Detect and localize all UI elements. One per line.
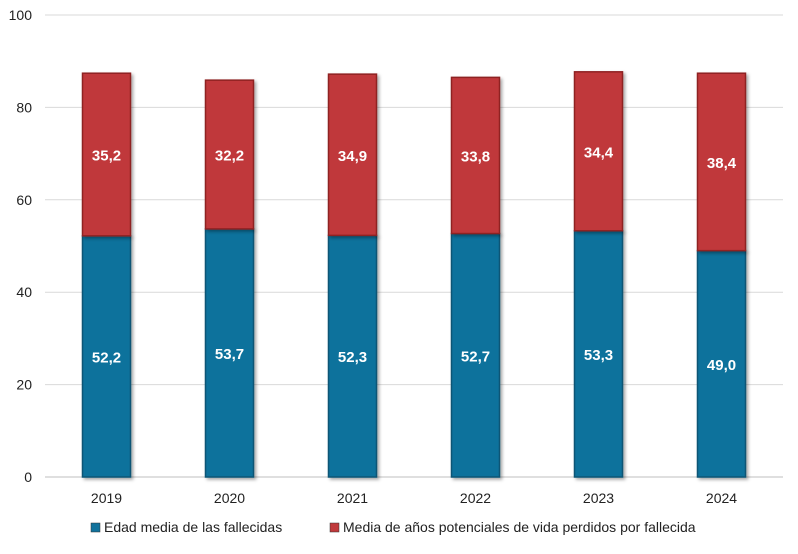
x-tick-label: 2019 [91,490,122,506]
x-tick-label: 2022 [460,490,491,506]
data-label: 38,4 [707,155,737,172]
data-label: 34,9 [338,148,367,165]
legend-label: Edad media de las fallecidas [104,519,282,535]
legend-swatch [90,522,101,533]
data-label: 52,3 [338,349,367,366]
y-tick-label: 0 [24,469,32,485]
data-label: 53,3 [584,347,613,364]
y-tick-label: 40 [16,284,32,300]
x-tick-label: 2021 [337,490,368,506]
data-label: 35,2 [92,148,121,165]
bar-segment-edad-media [573,230,624,478]
bar-segment-edad-media [81,235,132,478]
data-label: 34,4 [584,144,614,161]
bar-segment-edad-media [327,234,378,478]
data-label: 32,2 [215,148,244,165]
x-tick-label: 2024 [706,490,737,506]
data-label: 33,8 [461,148,490,165]
bar-segment-edad-media [450,232,501,478]
y-tick-label: 80 [16,99,32,115]
bar-segment-anos-perdidos [696,72,747,252]
data-label: 49,0 [707,357,736,374]
y-tick-label: 100 [9,7,33,23]
x-tick-label: 2020 [214,490,245,506]
bar-segment-anos-perdidos [81,72,132,237]
data-label: 53,7 [215,346,244,363]
bar-segment-anos-perdidos [450,76,501,235]
bar-segment-anos-perdidos [204,79,255,230]
bar-segment-edad-media [204,228,255,478]
y-tick-label: 20 [16,377,32,393]
bar-segment-anos-perdidos [573,71,624,232]
legend-label: Media de años potenciales de vida perdid… [343,519,696,535]
y-tick-label: 60 [16,192,32,208]
legend-swatch [329,522,340,533]
x-tick-label: 2023 [583,490,614,506]
bar-segment-edad-media [696,249,747,478]
bar-segment-anos-perdidos [327,73,378,237]
data-label: 52,7 [461,348,490,365]
data-label: 52,2 [92,349,121,366]
